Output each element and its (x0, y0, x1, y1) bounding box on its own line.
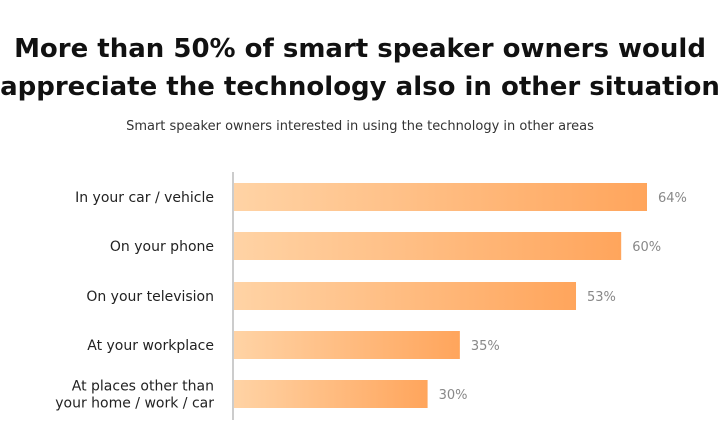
bar-3 (234, 331, 460, 359)
category-label-1-line-0: On your phone (110, 239, 214, 255)
category-label-3-line-0: At your workplace (87, 338, 214, 354)
category-label-0-line-0: In your car / vehicle (75, 190, 214, 206)
bar-0 (234, 183, 647, 211)
bar-4 (234, 380, 428, 408)
title-line-1: More than 50% of smart speaker owners wo… (14, 34, 706, 64)
value-label-2: 53% (587, 290, 616, 305)
bar-1 (234, 232, 622, 260)
value-label-1: 60% (632, 240, 661, 255)
category-label-2-line-0: On your television (86, 289, 214, 305)
value-label-4: 30% (439, 388, 468, 403)
category-label-4: At places other than your home / work / c… (55, 379, 214, 412)
category-label-4-line-1: your home / work / car (55, 396, 214, 412)
title-line-2: appreciate the technology also in other … (0, 72, 720, 102)
chart-title: More than 50% of smart speaker owners wo… (0, 30, 720, 106)
value-label-0: 64% (658, 191, 687, 206)
bar-2 (234, 282, 577, 310)
bars-group: 64% In your car / vehicle 60% On your phone… (55, 183, 687, 412)
category-label-2: On your television (86, 289, 214, 305)
chart-subtitle: Smart speaker owners interested in using… (126, 119, 594, 134)
category-label-4-line-0: At places other than (72, 379, 214, 395)
category-label-1: On your phone (110, 239, 214, 255)
value-label-3: 35% (471, 339, 500, 354)
category-label-0: In your car / vehicle (75, 190, 214, 206)
category-label-3: At your workplace (87, 338, 214, 354)
